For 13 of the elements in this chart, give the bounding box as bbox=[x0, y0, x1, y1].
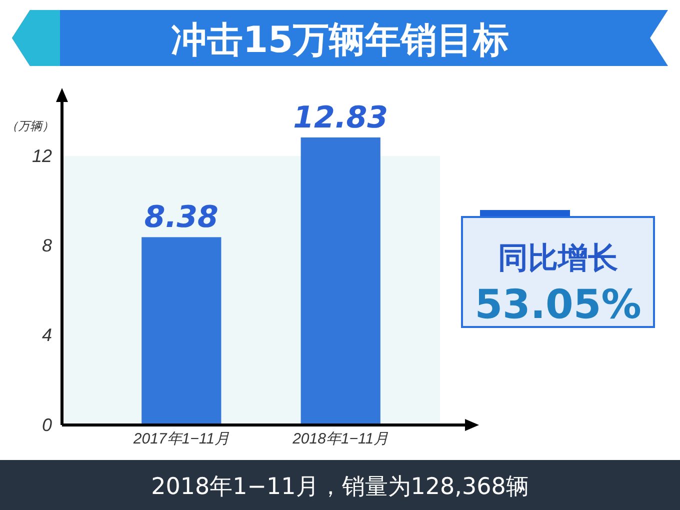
y-tick-label: 8 bbox=[42, 235, 52, 256]
y-tick-label: 0 bbox=[42, 414, 52, 435]
x-tick-label: 2018年1−11月 bbox=[292, 430, 389, 448]
y-tick-label: 4 bbox=[42, 325, 52, 346]
chart-title: 冲击15万辆年销目标 bbox=[170, 20, 510, 61]
text: 53.05% bbox=[474, 282, 642, 328]
x-tick-label: 2017年1−11月 bbox=[132, 430, 230, 448]
text: 同比增长 bbox=[498, 241, 618, 276]
data-label: 8.38 bbox=[144, 200, 218, 236]
data-label: 12.83 bbox=[293, 100, 388, 136]
y-axis-title: （万辆） bbox=[6, 119, 54, 133]
text: 2018年1−11月，销量为128,368辆 bbox=[151, 474, 529, 500]
y-tick-label: 12 bbox=[32, 146, 52, 166]
